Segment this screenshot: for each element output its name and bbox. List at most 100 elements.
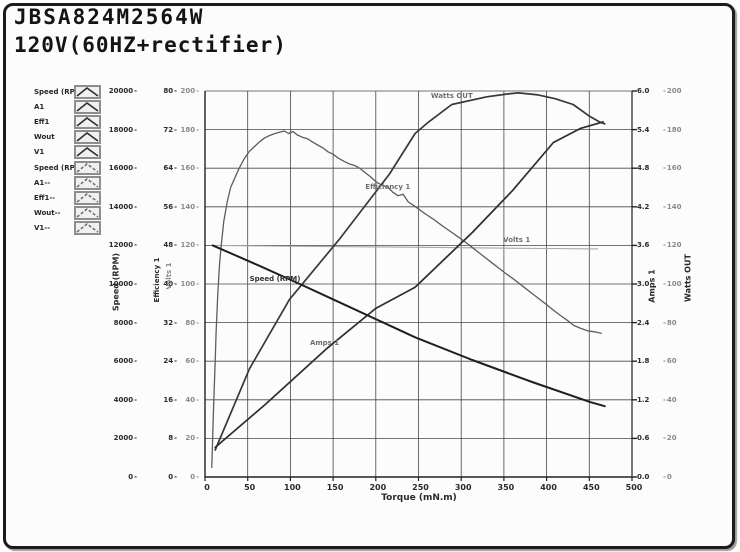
- legend-item: Wout: [34, 130, 101, 145]
- volts-tick-label: 20: [185, 434, 199, 442]
- curve-label: Volts 1: [503, 235, 531, 244]
- legend-item-label: V1--: [34, 224, 51, 233]
- volts-tick-label: 0: [190, 473, 199, 481]
- amps-tick-label: 3.6: [637, 241, 650, 250]
- speed-tick-label: 18000: [109, 126, 137, 134]
- legend-item-label: Eff1--: [34, 193, 56, 202]
- volts-tick-label: 60: [185, 357, 199, 365]
- legend: Speed (RP A1 Eff1 Wout V1 Speed (RP A1-- Eff1--…: [34, 84, 101, 236]
- curve-label: Watts OUT: [430, 92, 473, 101]
- speed-tick-label: 4000: [114, 396, 137, 404]
- volts-axis-title: Volts 1: [165, 262, 173, 290]
- legend-item-label: Speed (RP: [34, 163, 74, 172]
- legend-item: V1--: [34, 221, 101, 236]
- curve-speed: [211, 244, 606, 408]
- chevron-line-icon: [74, 84, 101, 99]
- amps-tick-label: 6.0: [637, 87, 650, 95]
- volts-tick-label: 100: [180, 280, 199, 288]
- watts-tick-label: 80: [663, 319, 677, 327]
- legend-item: Eff1--: [34, 190, 101, 205]
- volts-tick-label: 160: [180, 164, 199, 172]
- speed-tick-label: 8000: [114, 319, 137, 327]
- eff-tick-label: 48: [163, 241, 177, 249]
- curve-label: Amps 1: [309, 339, 340, 348]
- watts-tick-label: 120: [663, 241, 682, 249]
- watts-tick-label: 100: [663, 280, 682, 288]
- volts-tick-label: 40: [185, 396, 199, 404]
- chevron-line-icon: [74, 99, 101, 114]
- eff-tick-label: 16: [163, 396, 177, 404]
- watts-tick-label: 160: [663, 164, 682, 172]
- amps-tick-label: 4.2: [637, 202, 650, 211]
- torque-tick-label: 50: [244, 483, 256, 492]
- torque-tick-label: 200: [369, 483, 387, 492]
- curve-label: Speed (RPM): [249, 274, 301, 283]
- eff-tick-label: 0: [168, 473, 177, 481]
- legend-item-label: Speed (RP: [34, 87, 74, 96]
- eff-tick-label: 56: [163, 203, 177, 211]
- legend-item-label: Eff1: [34, 117, 50, 126]
- torque-tick-label: 100: [284, 483, 301, 492]
- legend-item: A1--: [34, 175, 101, 190]
- curve-amps: [214, 121, 604, 449]
- legend-item-label: Wout: [34, 133, 55, 142]
- torque-tick-label: 0: [204, 483, 210, 492]
- x-axis-title: Torque (mN.m): [381, 493, 457, 503]
- torque-tick-label: 500: [625, 483, 643, 492]
- amps-tick-label: 2.4: [637, 318, 650, 327]
- legend-item: V1: [34, 145, 101, 160]
- amps-tick-label: 0.0: [637, 473, 650, 481]
- amps-tick-label: 3.0: [637, 280, 650, 288]
- amps-tick-label: 1.8: [637, 357, 650, 366]
- watts-tick-label: 60: [663, 357, 677, 365]
- eff-tick-label: 80: [163, 87, 177, 95]
- legend-item: Speed (RP: [34, 84, 101, 99]
- speed-tick-label: 10000: [109, 280, 137, 288]
- volts-tick-label: 120: [180, 241, 199, 249]
- legend-item: Wout--: [34, 206, 101, 221]
- chevron-line-icon: [74, 221, 101, 236]
- curve-label: Efficiency 1: [365, 183, 411, 192]
- eff-tick-label: 32: [163, 319, 177, 327]
- legend-item-label: A1: [34, 102, 45, 111]
- speed-axis-title: Speed (RPM): [111, 252, 121, 312]
- watts-tick-label: 180: [663, 126, 682, 134]
- torque-tick-label: 300: [454, 483, 472, 492]
- legend-item-label: V1: [34, 148, 45, 157]
- volts-tick-label: 140: [180, 203, 199, 211]
- eff-tick-label: 8: [168, 434, 177, 442]
- torque-tick-label: 250: [412, 483, 429, 492]
- curve-watts: [214, 92, 606, 451]
- torque-tick-label: 400: [540, 483, 557, 492]
- curve-eff: [211, 130, 602, 469]
- watts-tick-label: 0: [663, 473, 672, 481]
- speed-tick-label: 14000: [109, 203, 137, 211]
- volts-tick-label: 180: [180, 126, 199, 134]
- model-title: JBSA824M2564W: [14, 5, 205, 29]
- amps-tick-label: 0.6: [637, 434, 650, 443]
- legend-item: Eff1: [34, 114, 101, 129]
- chevron-line-icon: [74, 145, 101, 160]
- speed-tick-label: 6000: [114, 357, 137, 365]
- eff-tick-label: 40: [163, 280, 177, 288]
- eff-tick-label: 24: [163, 357, 177, 365]
- speed-tick-label: 20000: [109, 87, 137, 95]
- watts-tick-label: 200: [663, 87, 682, 95]
- amps-axis-title: Amps 1: [647, 269, 657, 303]
- torque-tick-label: 150: [326, 483, 344, 492]
- amps-tick-label: 1.2: [637, 395, 650, 404]
- speed-tick-label: 12000: [109, 241, 137, 249]
- eff-tick-label: 64: [163, 164, 177, 172]
- chevron-line-icon: [74, 160, 101, 175]
- test-condition-subtitle: 120V(60HZ+rectifier): [14, 33, 287, 57]
- volts-tick-label: 80: [185, 319, 199, 327]
- watts-axis-title: Watts OUT: [683, 254, 693, 302]
- torque-tick-label: 350: [497, 483, 515, 492]
- eff-axis-title: Efficiency 1: [153, 257, 161, 303]
- watts-tick-label: 40: [663, 396, 677, 404]
- legend-item: Speed (RP: [34, 160, 101, 175]
- chevron-line-icon: [74, 190, 101, 205]
- speed-tick-label: 2000: [114, 434, 137, 442]
- chevron-line-icon: [74, 130, 101, 145]
